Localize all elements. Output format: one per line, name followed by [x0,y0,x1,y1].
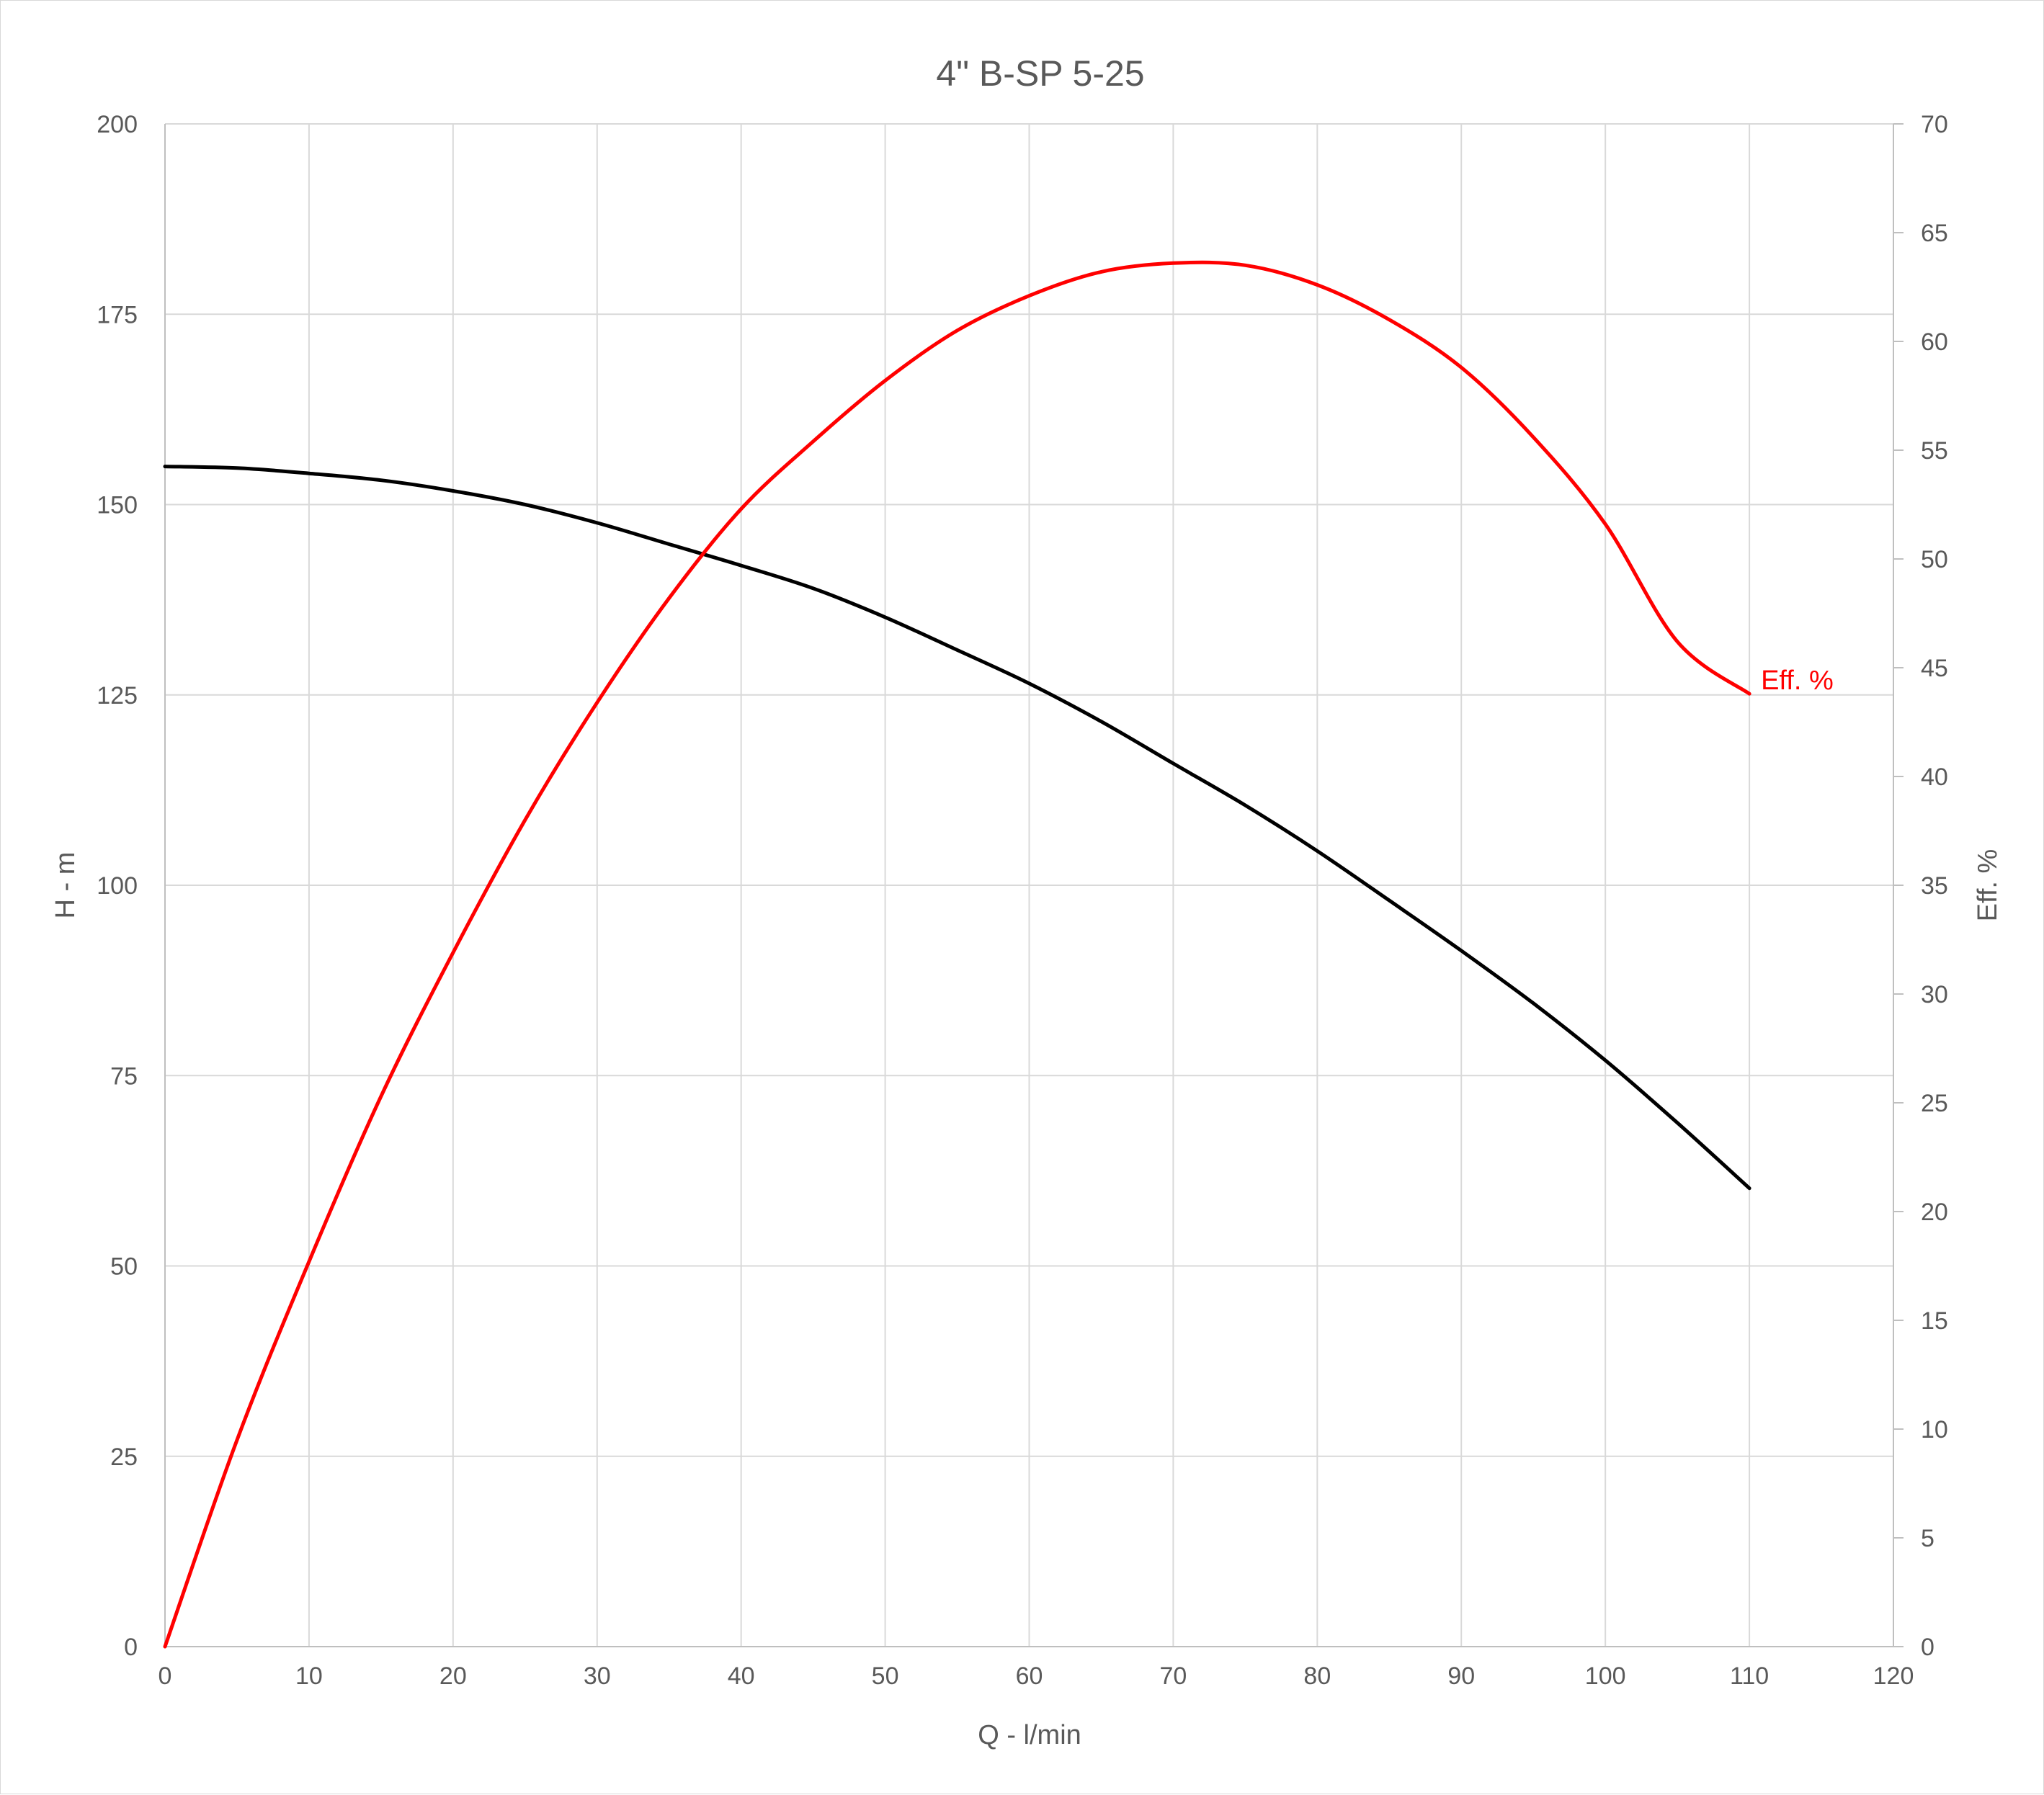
y2-tick-label: 55 [1921,437,1948,465]
head-curve [163,465,1751,1191]
x-axis-title: Q - l/min [978,1720,1081,1750]
y2-tick-label: 65 [1921,220,1948,247]
x-tick-label: 120 [1873,1662,1914,1690]
labels-layer: 4" B-SP 5-25 Q - l/min H - m Eff. % 0 10 2… [50,53,2003,1750]
x-tick-label: 10 [295,1662,323,1690]
y-tick-label: 75 [110,1062,138,1090]
y-tick-label: 50 [110,1253,138,1281]
x-tick-label: 60 [1016,1662,1043,1690]
series-layer [163,260,1751,1649]
x-tick-label: 0 [159,1662,172,1690]
grid-layer [164,123,1894,1647]
y2-tick-label: 5 [1921,1525,1934,1552]
y-tick-label: 175 [97,301,138,328]
y2-tick-label: 25 [1921,1090,1948,1117]
x-tick-label: 20 [439,1662,467,1690]
y-axis-title: H - m [50,852,81,919]
efficiency-series-label: Eff. % [1761,666,1834,696]
y2-tick-label: 10 [1921,1416,1948,1443]
x-tick-label: 100 [1585,1662,1626,1690]
efficiency-curve [163,260,1751,1649]
y2-tick-label: 0 [1921,1634,1934,1661]
y2-tick-label: 15 [1921,1307,1948,1335]
y2-tick-label: 35 [1921,872,1948,900]
x-tick-label: 40 [728,1662,755,1690]
x-tick-label: 80 [1303,1662,1331,1690]
y2-tick-label: 30 [1921,981,1948,1008]
y2-tick-label: 60 [1921,328,1948,356]
y-tick-label: 25 [110,1443,138,1471]
x-tick-label: 110 [1730,1662,1769,1690]
y-tick-label: 0 [124,1634,138,1661]
x-tick-label: 90 [1447,1662,1475,1690]
y-tick-label: 125 [97,682,138,710]
x-tick-label: 50 [872,1662,899,1690]
axes-layer [164,123,1904,1647]
y2-tick-label: 45 [1921,655,1948,682]
x-tick-label: 70 [1160,1662,1187,1690]
chart-title: 4" B-SP 5-25 [936,53,1144,94]
y2-tick-label: 50 [1921,546,1948,573]
y2-tick-label: 20 [1921,1199,1948,1226]
y-tick-label: 200 [97,111,138,138]
y2-tick-label: 40 [1921,764,1948,791]
y2-tick-label: 70 [1921,111,1948,138]
y-tick-label: 150 [97,492,138,519]
y-tick-label: 100 [97,872,138,900]
x-tick-label: 30 [584,1662,611,1690]
y2-axis-title: Eff. % [1973,849,2003,922]
